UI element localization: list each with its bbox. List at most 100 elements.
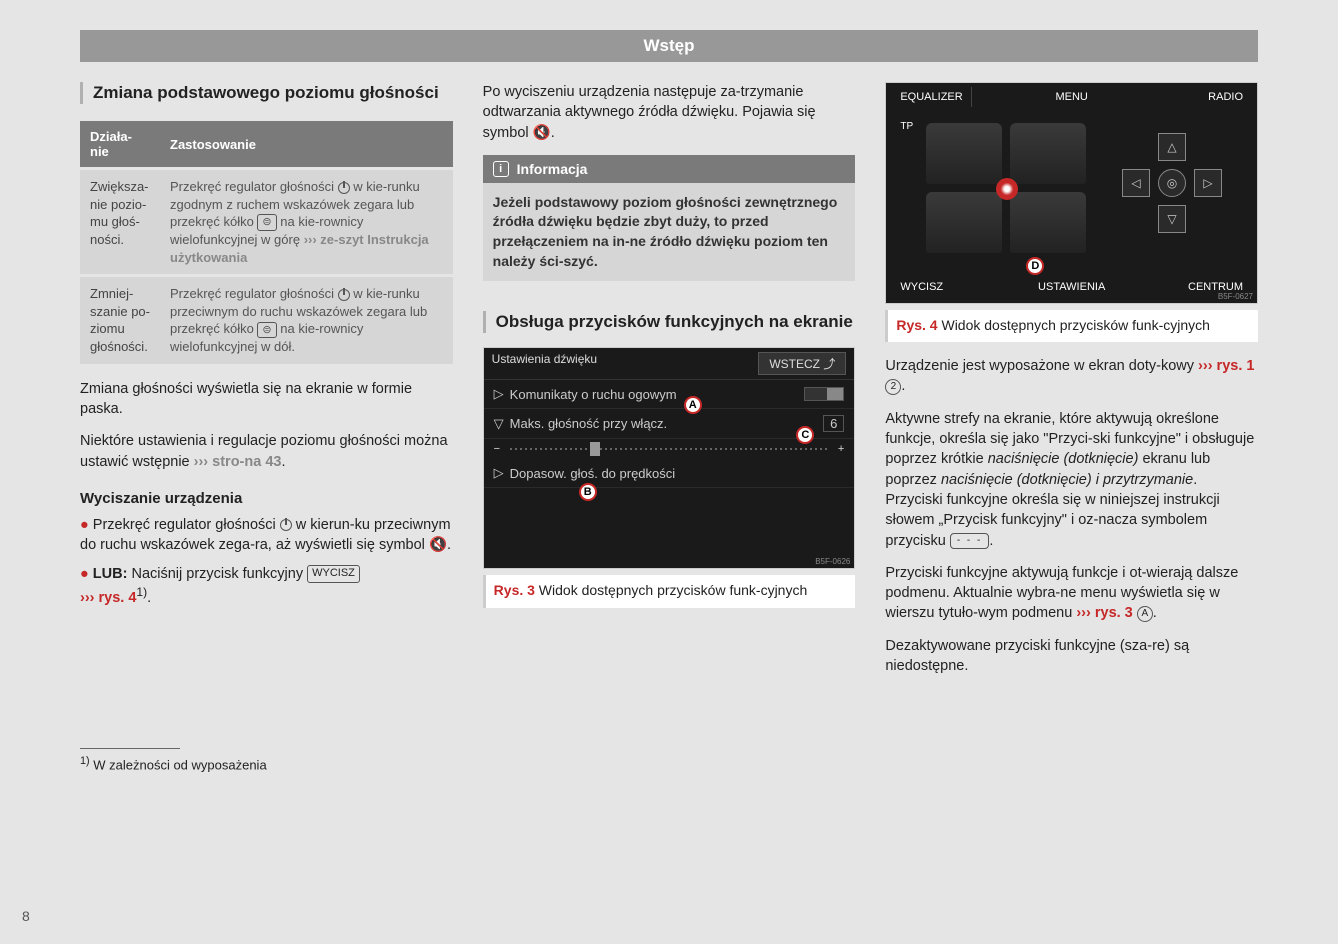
figure-3: Ustawienia dźwięku WSTECZ ⤴ ▷ Komunikaty… <box>483 347 856 569</box>
seat-icon <box>926 192 1002 253</box>
text: Przekręć regulator głośności <box>93 517 280 533</box>
slider-knob[interactable] <box>590 442 600 456</box>
footnote-separator <box>80 748 180 749</box>
text-italic: naciśnięcie (dotknięcie) i przytrzymanie <box>941 472 1193 488</box>
text: Widok dostępnych przycisków funk-cyjnych <box>535 582 807 598</box>
power-icon <box>338 182 350 194</box>
footnote-mark: 1) <box>136 585 147 599</box>
callout-a: A <box>684 396 702 414</box>
paragraph: Urządzenie jest wyposażone w ekran doty-… <box>885 356 1258 397</box>
column-right: EQUALIZER MENU RADIO TP WYCISZ USTAWIENI… <box>885 82 1258 772</box>
figure-3-caption: Rys. 3 Widok dostępnych przycisków funk-… <box>483 575 856 607</box>
chevron-down-icon: ▽ <box>494 416 504 432</box>
list-item[interactable]: ▷ Dopasow. głoś. do prędkości <box>484 459 855 488</box>
chevron-right-icon: ▷ <box>494 386 504 402</box>
wheel-icon: ⊜ <box>257 214 276 231</box>
text: Widok dostępnych przycisków funk-cyjnych <box>938 317 1210 333</box>
list-item[interactable]: ▷ Komunikaty o ruchu ogowym <box>484 380 855 409</box>
section-title: Obsługa przycisków funkcyjnych na ekrani… <box>483 311 856 333</box>
figure-label: Rys. 4 <box>896 317 937 333</box>
mute-button[interactable]: WYCISZ <box>892 277 951 297</box>
callout-b: B <box>579 483 597 501</box>
text: Dopasow. głoś. do prędkości <box>510 466 675 481</box>
list-item: Przekręć regulator głośności w kierun-ku… <box>80 515 453 556</box>
footnote-mark: 1) <box>80 755 90 767</box>
settings-button[interactable]: USTAWIENIA <box>1030 277 1113 297</box>
slider-track[interactable] <box>510 448 828 450</box>
table-row: Zwiększa-nie pozio-mu głoś-ności. Przekr… <box>80 170 453 274</box>
paragraph: Aktywne strefy na ekranie, które aktywuj… <box>885 409 1258 551</box>
section-title: Zmiana podstawowego poziomu głośności <box>80 82 453 104</box>
table-cell: Zmniej-szanie po-ziomu głośności. <box>80 277 160 364</box>
volume-table: Działa- nie Zastosowanie Zwiększa-nie po… <box>80 118 453 367</box>
seat-icon <box>1010 123 1086 184</box>
callout-d: D <box>1026 257 1044 275</box>
text: Naciśnij przycisk funkcyjny <box>127 566 307 582</box>
equalizer-button[interactable]: EQUALIZER <box>892 87 971 107</box>
mute-icon: 🔇 <box>533 123 551 143</box>
text: Przekręć regulator głośności <box>170 286 338 301</box>
page-header: Wstęp <box>80 30 1258 62</box>
paragraph: Niektóre ustawienia i regulacje poziomu … <box>80 431 453 472</box>
callout-ref-icon: 2 <box>885 379 901 395</box>
info-box-body: Jeżeli podstawowy poziom głośności zewnę… <box>483 183 856 281</box>
text: Przekręć regulator głośności <box>170 179 338 194</box>
reference-link: ››› rys. 1 <box>1198 358 1254 374</box>
table-head-use: Zastosowanie <box>160 121 453 167</box>
list-item: LUB: Naciśnij przycisk funkcyjny WYCISZ … <box>80 564 453 608</box>
wheel-icon: ⊜ <box>257 322 276 339</box>
page-number: 8 <box>22 908 30 924</box>
minus-icon[interactable]: − <box>494 443 500 455</box>
text: Maks. głośność przy włącz. <box>510 416 668 431</box>
dpad-center-button[interactable]: ◎ <box>1158 169 1186 197</box>
image-code: B5F-0627 <box>1218 292 1253 301</box>
image-code: B5F-0626 <box>815 557 850 566</box>
seat-icon <box>1010 192 1086 253</box>
footnote: 1) W zależności od wyposażenia <box>80 755 453 772</box>
dpad-down-button[interactable]: ▽ <box>1158 205 1186 233</box>
back-button[interactable]: WSTECZ ⤴ <box>758 352 846 375</box>
text-italic: naciśnięcie (dotknięcie) <box>988 451 1139 467</box>
figure-4: EQUALIZER MENU RADIO TP WYCISZ USTAWIENI… <box>885 82 1258 304</box>
mute-icon: 🔇 <box>429 535 447 555</box>
plus-icon[interactable]: + <box>838 443 844 455</box>
info-box-header: i Informacja <box>483 155 856 183</box>
paragraph: Przyciski funkcyjne aktywują funkcje i o… <box>885 563 1258 624</box>
slider-row[interactable]: − + <box>484 439 855 459</box>
text: Komunikaty o ruchu ogowym <box>510 387 677 402</box>
dpad-right-button[interactable]: ▷ <box>1194 169 1222 197</box>
reference-link: ››› rys. 3 <box>1076 605 1136 621</box>
subheading: Wyciszanie urządzenia <box>80 490 453 507</box>
manual-page: Wstęp Zmiana podstawowego poziomu głośno… <box>0 0 1338 944</box>
value-box: 6 <box>823 415 844 432</box>
menu-button[interactable]: MENU <box>1047 87 1095 107</box>
radio-button[interactable]: RADIO <box>1200 87 1251 107</box>
column-middle: Po wyciszeniu urządzenia następuje za-tr… <box>483 82 856 772</box>
chevron-right-icon: ▷ <box>494 465 504 481</box>
power-icon <box>338 289 350 301</box>
text: Urządzenie jest wyposażone w ekran doty-… <box>885 358 1198 374</box>
button-label-box: WYCISZ <box>307 565 360 582</box>
toggle-switch[interactable] <box>804 387 844 401</box>
power-icon <box>280 519 292 531</box>
reference-link: ››› stro-na 43 <box>194 454 282 470</box>
text: W zależności od wyposażenia <box>90 757 267 772</box>
tp-button[interactable]: TP <box>892 117 921 136</box>
reference-link: ››› rys. 4 <box>80 590 136 606</box>
figure-4-screen: EQUALIZER MENU RADIO TP WYCISZ USTAWIENI… <box>886 83 1257 303</box>
dpad: △ ▽ ◁ ▷ ◎ <box>1122 133 1222 233</box>
paragraph: Dezaktywowane przyciski funkcyjne (sza-r… <box>885 636 1258 677</box>
figure-4-caption: Rys. 4 Widok dostępnych przycisków funk-… <box>885 310 1258 342</box>
column-left: Zmiana podstawowego poziomu głośności Dz… <box>80 82 453 772</box>
figure-3-screen: Ustawienia dźwięku WSTECZ ⤴ ▷ Komunikaty… <box>484 348 855 568</box>
figure-label: Rys. 3 <box>494 582 535 598</box>
dpad-left-button[interactable]: ◁ <box>1122 169 1150 197</box>
table-cell: Przekręć regulator głośności w kie-runku… <box>160 170 453 274</box>
table-head-action: Działa- nie <box>80 121 160 167</box>
seat-icon <box>926 123 1002 184</box>
table-cell: Zwiększa-nie pozio-mu głoś-ności. <box>80 170 160 274</box>
dpad-up-button[interactable]: △ <box>1158 133 1186 161</box>
info-label: Informacja <box>517 161 588 177</box>
column-layout: Zmiana podstawowego poziomu głośności Dz… <box>80 82 1258 772</box>
button-placeholder-icon: - - - <box>950 533 990 549</box>
